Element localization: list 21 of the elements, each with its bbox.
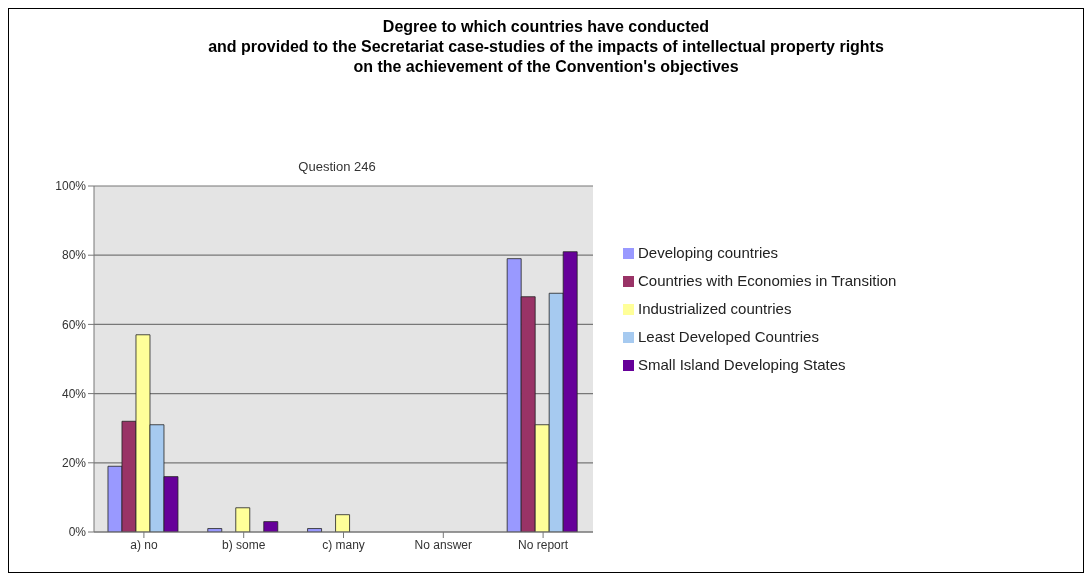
x-tick-label: No report xyxy=(518,537,569,552)
x-tick-label: c) many xyxy=(322,537,365,552)
legend-label: Developing countries xyxy=(638,244,779,261)
x-tick-label: b) some xyxy=(222,537,266,552)
x-tick-label: No answer xyxy=(414,537,472,552)
y-tick-label: 80% xyxy=(61,248,87,263)
x-tick-label: a) no xyxy=(130,537,158,552)
chart-subtitle: Question 246 xyxy=(297,159,377,174)
bar xyxy=(235,507,251,532)
y-tick-label: 60% xyxy=(61,317,87,332)
legend-label: Industrialized countries xyxy=(638,300,792,317)
legend-label: Countries with Economies in Transition xyxy=(638,272,897,289)
y-tick-label: 100% xyxy=(55,179,87,194)
y-tick-label: 40% xyxy=(61,386,87,401)
chart-title: Degree to which countries have conducted and provided to the Secretariat case-studies of the impacts of intellectual property rights on the achievement of the Convention's objectives xyxy=(207,17,885,77)
y-tick-label: 20% xyxy=(61,456,87,471)
legend-label: Small Island Developing States xyxy=(638,356,846,373)
bar xyxy=(335,514,350,532)
bar xyxy=(263,521,279,532)
y-tick-label: 0% xyxy=(68,525,87,540)
legend-label: Least Developed Countries xyxy=(638,328,819,345)
